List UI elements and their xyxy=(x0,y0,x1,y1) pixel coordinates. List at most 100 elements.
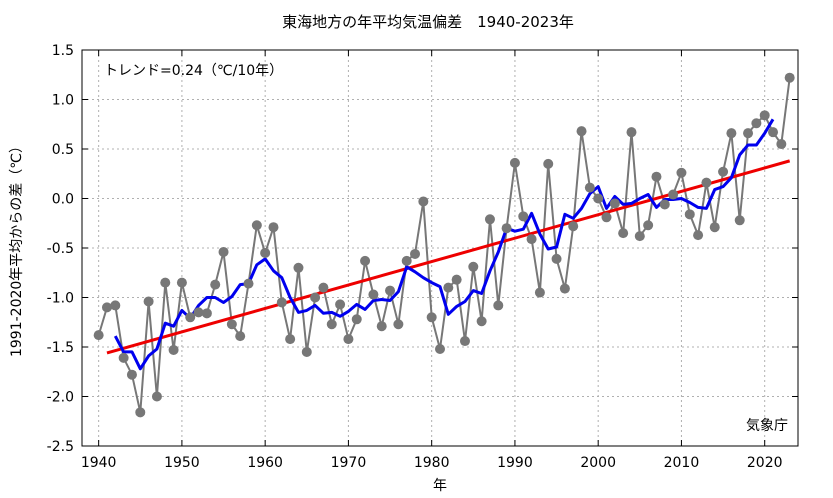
y-axis-title: 1991-2020年平均からの差（℃） xyxy=(9,139,25,357)
x-axis-title: 年 xyxy=(433,478,447,494)
annual-data-point xyxy=(93,330,104,341)
annual-data-point xyxy=(193,307,204,318)
annual-data-point xyxy=(626,127,637,138)
annual-data-point xyxy=(768,127,779,138)
annual-data-point xyxy=(543,158,554,169)
annual-data-point xyxy=(443,282,454,293)
annual-data-point xyxy=(335,299,346,310)
annual-data-point xyxy=(110,300,121,311)
annual-data-point xyxy=(143,296,154,307)
annual-data-point xyxy=(251,220,262,231)
annual-data-point xyxy=(701,177,712,188)
annual-data-point xyxy=(376,321,387,332)
annual-data-point xyxy=(501,223,512,234)
annual-data-point xyxy=(301,346,312,357)
annual-data-point xyxy=(160,277,171,288)
x-tick-label: 2020 xyxy=(747,455,783,471)
annual-data-point xyxy=(709,222,720,233)
annual-data-point xyxy=(493,300,504,311)
moving-average-line xyxy=(113,118,775,371)
annual-data-point xyxy=(468,261,479,272)
annual-data-point xyxy=(784,72,795,83)
x-tick-label: 1940 xyxy=(81,455,117,471)
y-tick-label: -0.5 xyxy=(47,241,74,257)
annual-data-point xyxy=(201,308,212,319)
annual-data-point xyxy=(668,189,679,200)
annual-data-point xyxy=(385,285,396,296)
annual-data-point xyxy=(526,234,537,245)
annual-data-point xyxy=(601,212,612,223)
annual-data-point xyxy=(393,319,404,330)
annual-data-point xyxy=(410,248,421,259)
annual-data-point xyxy=(310,292,321,303)
annual-data-point xyxy=(584,182,595,193)
chart-title: 東海地方の年平均気温偏差 1940-2023年 xyxy=(282,13,574,31)
annual-data-point xyxy=(726,128,737,139)
annual-data-point xyxy=(534,287,545,298)
annual-data-point xyxy=(318,282,329,293)
trend-line xyxy=(106,159,791,355)
annual-data-point xyxy=(285,334,296,345)
annual-data-point xyxy=(734,215,745,226)
annual-data-point xyxy=(401,255,412,266)
x-tick-label: 1950 xyxy=(164,455,200,471)
x-tick-label: 2000 xyxy=(580,455,616,471)
annual-data-point xyxy=(518,211,529,222)
annual-data-point xyxy=(176,277,187,288)
annual-data-point xyxy=(634,231,645,242)
annual-data-point xyxy=(268,222,279,233)
x-tick-label: 1990 xyxy=(497,455,533,471)
annual-data-point xyxy=(751,118,762,129)
annual-data-point xyxy=(576,126,587,137)
annual-data-point xyxy=(210,279,221,290)
annual-data-point xyxy=(593,193,604,204)
x-tick-label: 1970 xyxy=(331,455,367,471)
annual-data-point xyxy=(368,289,379,300)
axis-ticks: 1940 1950 1960 1970 1980 1990 2000 2010 2020 -2.5… xyxy=(47,43,798,471)
x-tick-label: 1980 xyxy=(414,455,450,471)
annual-data-point xyxy=(435,343,445,354)
annual-data-point xyxy=(451,274,462,285)
annual-data-point xyxy=(293,262,304,273)
annual-data-point xyxy=(484,214,495,225)
annual-data-point xyxy=(218,246,229,257)
annual-data-point xyxy=(684,209,695,220)
annual-data-point xyxy=(568,221,579,232)
annual-data-point xyxy=(476,316,487,327)
annual-data-point xyxy=(168,344,179,355)
credit-label: 気象庁 xyxy=(746,418,788,434)
annual-data-point xyxy=(151,391,162,402)
annual-data-point xyxy=(618,228,629,239)
annual-data-point xyxy=(343,334,354,345)
x-tick-label: 2010 xyxy=(664,455,700,471)
annual-data-point xyxy=(776,139,787,150)
annual-data-point xyxy=(743,128,754,139)
annual-data-point xyxy=(643,220,654,231)
annual-data-point xyxy=(426,312,437,323)
y-tick-label: -1.5 xyxy=(47,340,74,356)
annual-series-line xyxy=(97,77,791,413)
annual-data-point xyxy=(718,166,729,177)
y-tick-label: 0.5 xyxy=(52,142,74,158)
annual-data-point xyxy=(185,312,196,323)
annual-data-point xyxy=(559,283,570,294)
plot-frame xyxy=(81,49,799,447)
annual-data-point xyxy=(226,319,237,330)
annual-data-point xyxy=(418,196,429,207)
y-tick-label: -2.0 xyxy=(47,390,74,406)
annual-data-point xyxy=(243,278,254,289)
trend-annotation: トレンド=0.24（℃/10年） xyxy=(104,63,283,79)
annual-data-point xyxy=(351,314,362,325)
annual-data-point xyxy=(260,247,271,258)
annual-data-point xyxy=(118,352,129,363)
y-tick-label: -2.5 xyxy=(47,439,74,455)
y-tick-label: 0.0 xyxy=(52,192,74,208)
annual-data-point xyxy=(651,171,662,182)
x-tick-label: 1960 xyxy=(247,455,283,471)
annual-data-point xyxy=(509,157,520,168)
annual-data-point xyxy=(235,331,246,342)
annual-data-point xyxy=(276,297,287,308)
grid xyxy=(82,49,798,447)
annual-data-point xyxy=(459,336,470,347)
annual-data-point xyxy=(759,110,770,121)
